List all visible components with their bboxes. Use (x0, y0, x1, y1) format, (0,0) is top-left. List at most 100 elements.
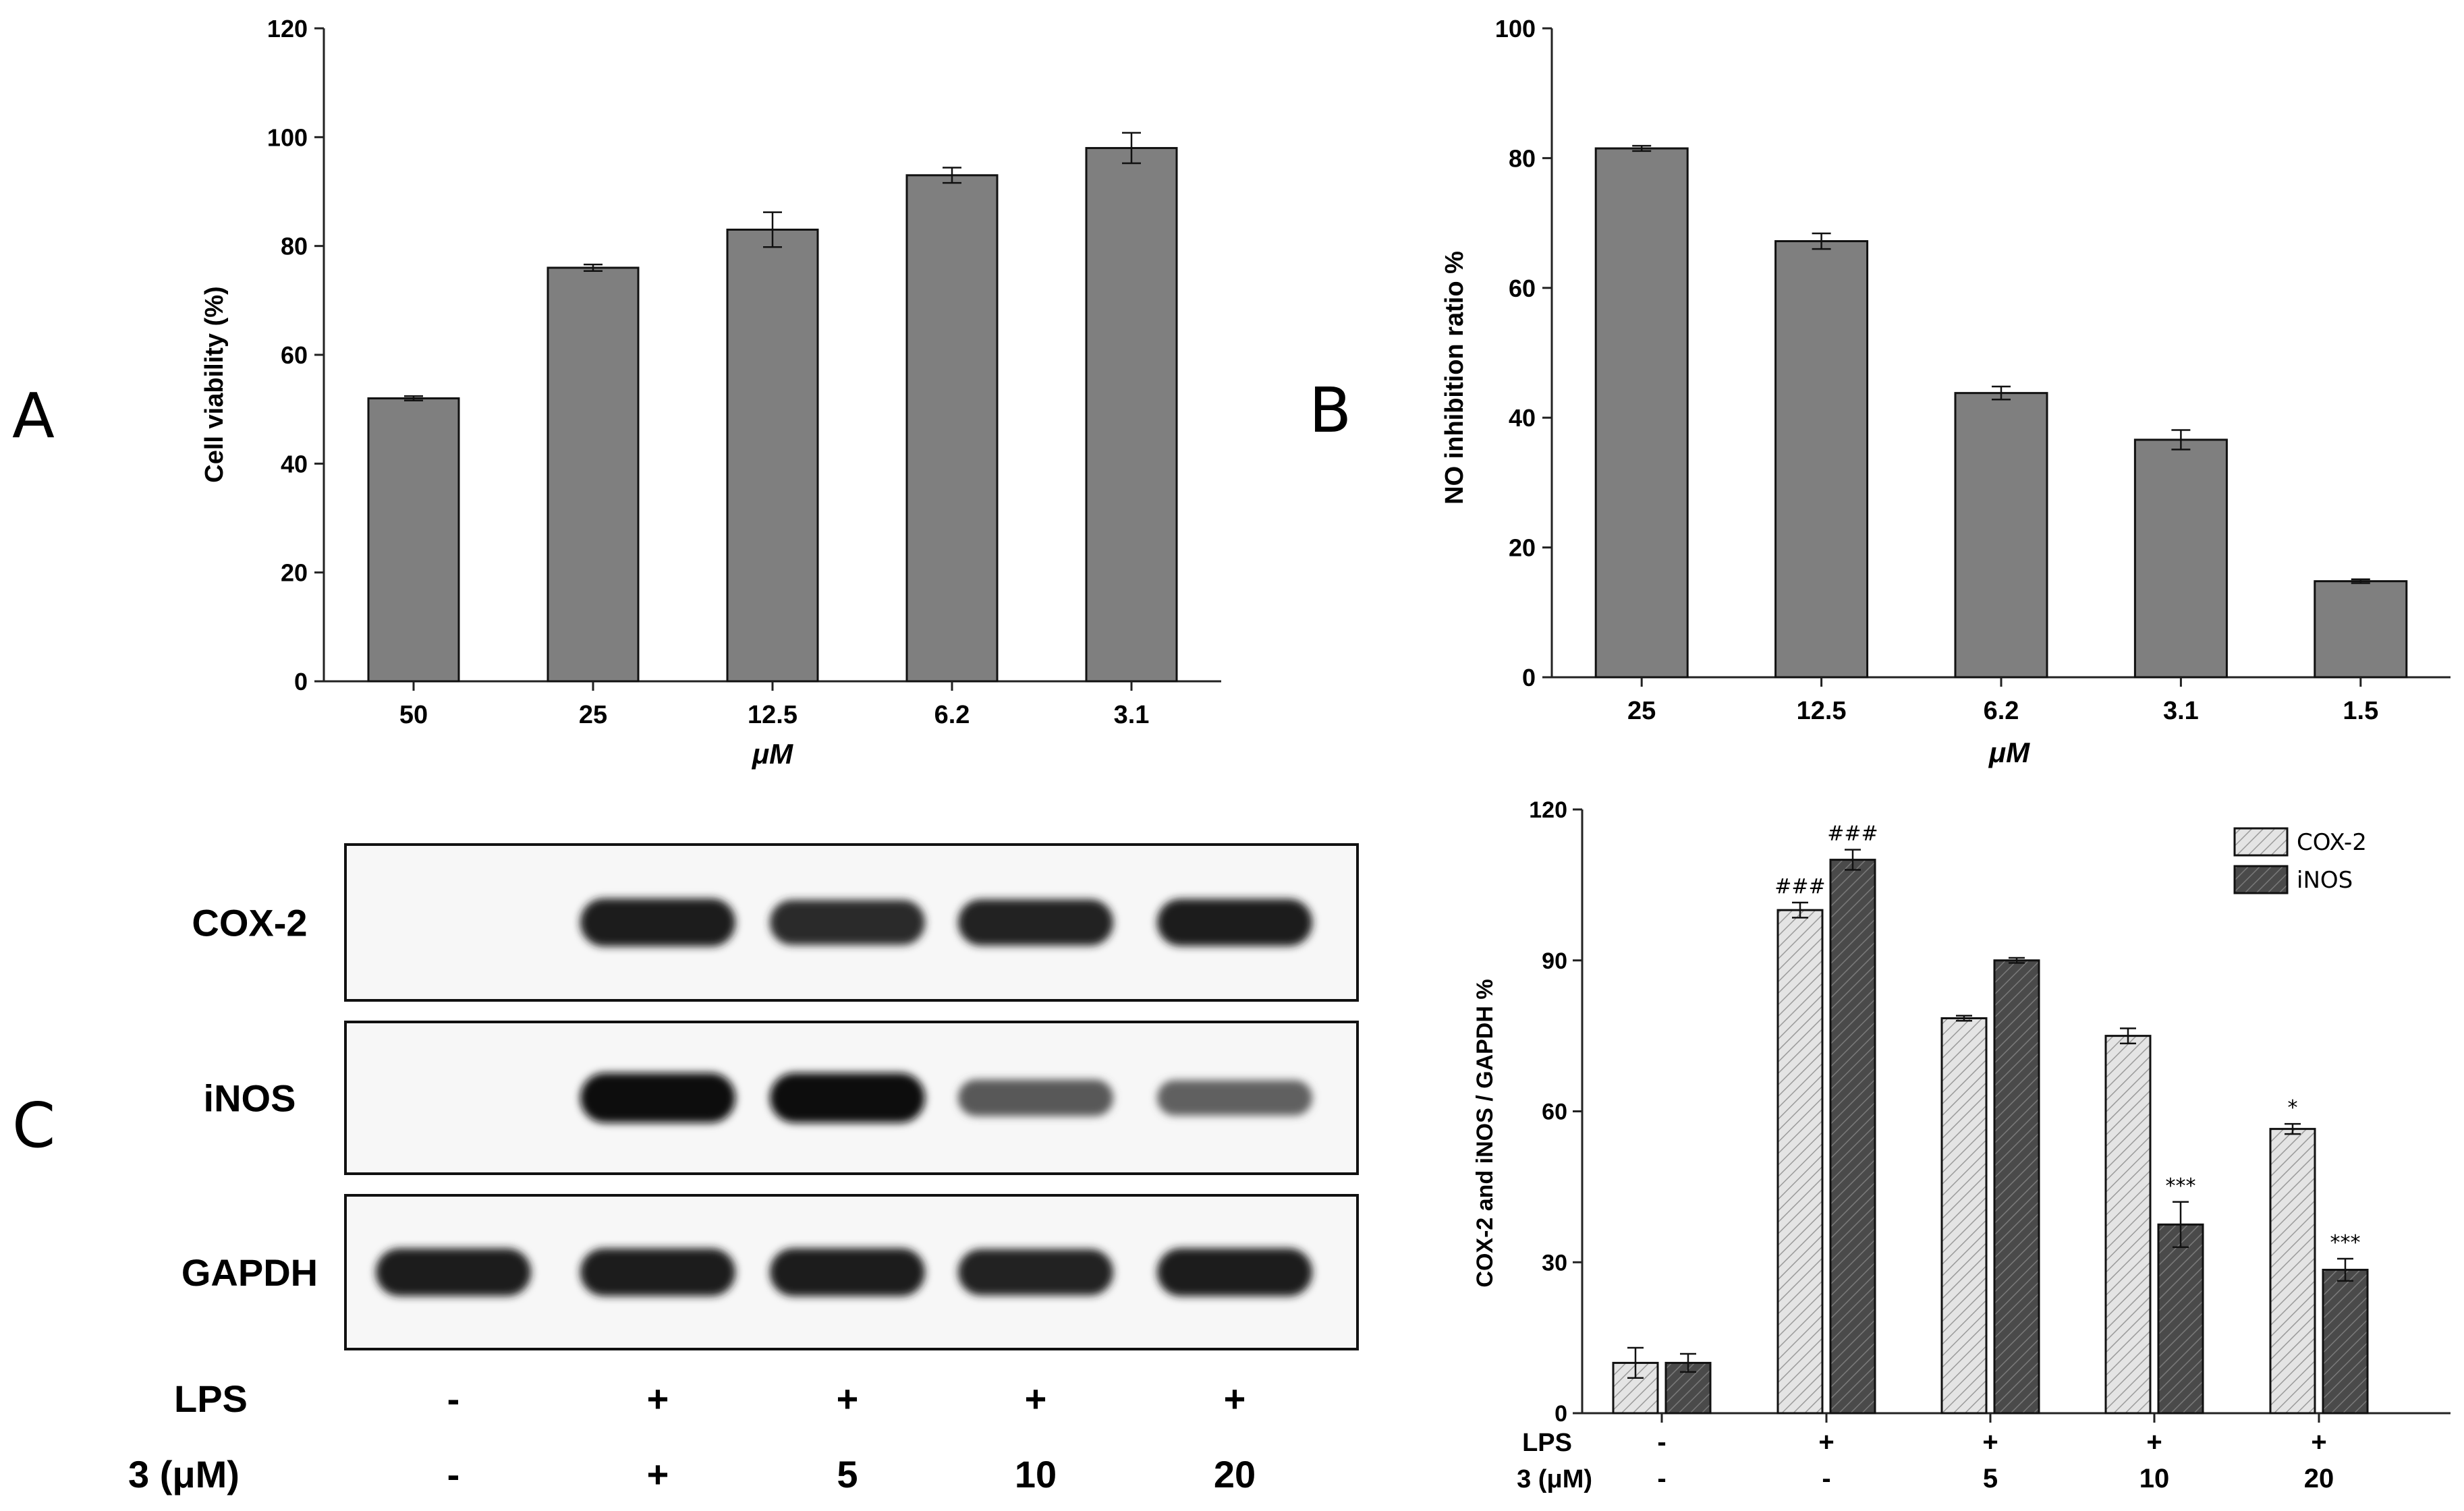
significance-label: *** (2166, 1174, 2196, 1198)
bar (1594, 147, 1689, 679)
chart-d-ylabel: COX-2 and iNOS / GAPDH % (1472, 979, 1498, 1287)
x-tick-label: 50 (399, 701, 428, 729)
blot-band (770, 1073, 925, 1123)
blot-dose-value: 20 (1214, 1453, 1256, 1495)
x-tick-label: 6.2 (1984, 697, 2019, 725)
x-tick-label: 3.1 (1114, 701, 1150, 729)
y-tick-label: 120 (1529, 797, 1567, 823)
x-tick-label: 6.2 (934, 701, 970, 729)
bar (367, 397, 460, 683)
blot-lps-value: + (1025, 1377, 1047, 1420)
blot-dose-value: 10 (1015, 1453, 1057, 1495)
blot-band (376, 1248, 531, 1296)
chart-quantification: COX-2 and iNOS / GAPDH % 0 30 60 90 120 ### * #… (1472, 797, 2451, 1493)
legend-label: COX-2 (2297, 829, 2367, 856)
y-tick-label: 40 (1509, 404, 1536, 432)
dose-value: 20 (2304, 1464, 2334, 1493)
blot-dose-value: - (447, 1453, 460, 1495)
lps-value: + (2311, 1427, 2326, 1457)
legend-swatch (2233, 865, 2289, 894)
blot-band (1157, 1248, 1312, 1296)
y-tick-label: 100 (1495, 15, 1536, 42)
blot-band (580, 898, 735, 947)
blot-band (580, 1073, 735, 1123)
blot-row-label: GAPDH (181, 1251, 318, 1294)
y-tick-label: 40 (281, 450, 308, 478)
chart-a: Cell viability (%) μM 0 20 40 60 80 100 120 50 2… (200, 15, 1221, 770)
dose-row-label: 3 (μM) (1517, 1465, 1592, 1493)
lps-value: + (1982, 1427, 1998, 1457)
x-tick-label: 25 (579, 701, 607, 729)
y-tick-label: 60 (1542, 1100, 1567, 1125)
blot-row-label: COX-2 (192, 902, 307, 944)
chart-b: NO inhibition ratio % μM 0 20 40 60 80 100 25 1… (1440, 15, 2451, 768)
y-tick-label: 60 (281, 341, 308, 369)
y-tick-label: 80 (281, 233, 308, 260)
western-blot: COX-2 iNOS GAPDH LPS 3 (μM) - + + + + - +5 10 20 (128, 843, 1359, 1495)
chart-a-xlabel: μM (752, 738, 793, 770)
blot-band (770, 1248, 925, 1296)
bar-cox2 (2269, 1128, 2316, 1415)
blot-band (1157, 1080, 1312, 1116)
x-tick-label: 3.1 (2163, 697, 2199, 725)
y-tick-label: 90 (1542, 948, 1567, 974)
lps-row-label: LPS (1522, 1429, 1572, 1457)
blot-band (958, 1079, 1113, 1116)
x-tick-label: 25 (1627, 697, 1656, 725)
y-tick-label: 0 (1522, 664, 1536, 691)
bar (547, 266, 640, 683)
bar-inos (1829, 859, 1876, 1415)
blot-lps-value: - (447, 1377, 460, 1420)
y-tick-label: 20 (1509, 534, 1536, 562)
blot-band (958, 1249, 1113, 1296)
legend-swatch (2233, 827, 2289, 857)
x-tick-label: 12.5 (1797, 697, 1847, 725)
bar-inos (2322, 1268, 2369, 1415)
blot-lps-label: LPS (174, 1377, 248, 1420)
y-tick-label: 30 (1542, 1250, 1567, 1276)
bar-inos (1993, 959, 2040, 1415)
bar (2314, 580, 2408, 679)
significance-label: ### (1774, 875, 1825, 899)
bar (1954, 392, 2048, 679)
y-tick-label: 100 (267, 123, 308, 151)
bar (1774, 240, 1869, 679)
significance-label: *** (2330, 1231, 2361, 1255)
significance-label: ### (1827, 822, 1878, 846)
significance-label: * (2288, 1096, 2298, 1120)
panel-label-a: A (12, 380, 55, 452)
y-tick-label: 0 (1555, 1401, 1567, 1427)
chart-b-ylabel: NO inhibition ratio % (1440, 251, 1469, 505)
blot-band (1157, 899, 1312, 946)
bar (1085, 146, 1178, 683)
blot-dose-label: 3 (μM) (128, 1453, 240, 1495)
blot-lps-value: + (647, 1377, 669, 1420)
x-tick-label: 12.5 (748, 701, 797, 729)
blot-lps-value: + (837, 1377, 859, 1420)
lps-value: + (1818, 1427, 1834, 1457)
bar-cox2 (1940, 1017, 1988, 1415)
blot-dose-value: + (647, 1453, 669, 1495)
bar (2133, 438, 2228, 679)
panel-label-c: C (12, 1089, 55, 1162)
blot-dose-label-text: 3 (μM) (128, 1453, 240, 1495)
chart-b-xlabel: μM (1988, 737, 2030, 768)
legend-label: iNOS (2297, 867, 2353, 894)
blot-row-label: iNOS (204, 1077, 296, 1120)
panel-label-b: B (1309, 374, 1351, 447)
blot-band (580, 1248, 735, 1296)
bar (726, 228, 819, 683)
y-tick-label: 20 (281, 559, 308, 587)
bar-inos (2157, 1223, 2204, 1415)
y-tick-label: 80 (1509, 144, 1536, 172)
bar-cox2 (2104, 1035, 2152, 1415)
dose-value: - (1657, 1464, 1666, 1493)
x-tick-label: 1.5 (2343, 697, 2378, 725)
y-tick-label: 0 (294, 668, 308, 695)
dose-value: 10 (2139, 1464, 2170, 1493)
y-tick-label: 60 (1509, 275, 1536, 302)
dose-value: 5 (1983, 1464, 1998, 1493)
blot-band (958, 899, 1113, 946)
chart-a-ylabel: Cell viability (%) (200, 286, 229, 482)
